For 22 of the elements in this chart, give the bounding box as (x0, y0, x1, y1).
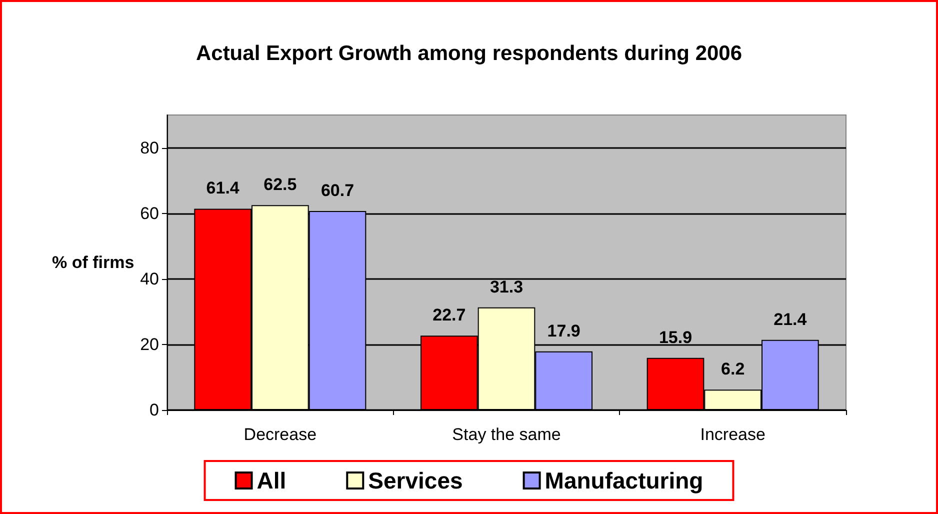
x-tick-label: Increase (700, 425, 766, 444)
x-tick-label: Stay the same (452, 425, 561, 444)
legend-label: Manufacturing (544, 468, 704, 494)
data-label: 15.9 (658, 328, 692, 347)
data-label: 21.4 (774, 310, 808, 329)
y-axis-title: % of firms (52, 253, 134, 272)
data-label: 61.4 (206, 178, 240, 198)
y-tick-label: 80 (140, 138, 159, 158)
data-label: 6.2 (721, 360, 745, 379)
data-label: 31.3 (490, 277, 524, 296)
data-label: 62.5 (264, 175, 297, 194)
data-label: 60.7 (320, 181, 354, 200)
y-tick-label: 60 (140, 204, 159, 223)
legend-label: All (256, 468, 286, 494)
y-tick-label: 0 (150, 400, 159, 420)
chart-title: Actual Export Growth among respondents during 2006 (196, 42, 742, 65)
y-tick-label: 40 (140, 269, 159, 288)
y-tick-label: 20 (140, 334, 159, 354)
data-label: 17.9 (547, 321, 580, 340)
data-label: 22.7 (432, 306, 466, 325)
x-tick-label: Decrease (244, 425, 317, 444)
legend-label: Services (368, 468, 463, 494)
